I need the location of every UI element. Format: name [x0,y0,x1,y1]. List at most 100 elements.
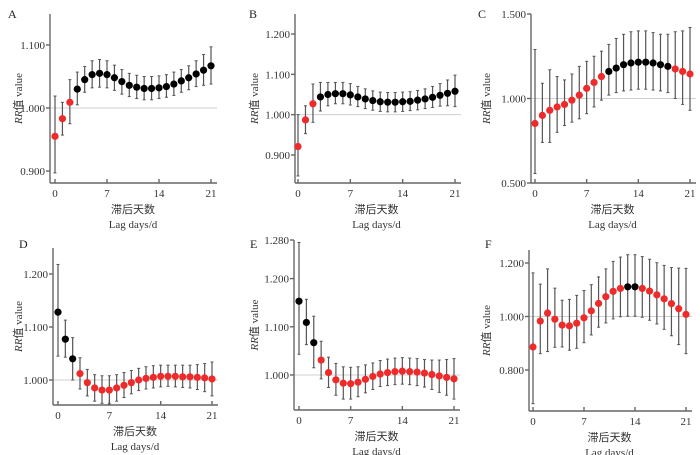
x-tick-label: 21 [450,188,461,200]
data-point [443,373,451,382]
y-tick-label: 1.100 [264,322,289,334]
x-tick-label: 14 [397,415,409,427]
data-point [590,78,598,87]
x-tick-label: 21 [449,415,460,427]
x-axis-label-cn: 滞后天数 [111,203,155,216]
x-axis-label-en: Lag days/d [109,219,158,231]
data-point [575,91,583,99]
data-point [531,119,539,128]
data-point [361,375,370,383]
y-tick-label: 1.200 [499,258,524,270]
data-point [656,61,665,69]
x-tick-label: 21 [685,188,696,200]
y-tick-label: 0.500 [501,178,526,190]
data-point [155,84,163,92]
y-tick-label: 1.100 [265,69,290,81]
data-point [645,287,654,295]
data-point [583,84,591,92]
panel-c: C 0.500 1.000 1.500 0 7 14 21 滞后天数 Lag days/d RR值 … [478,7,696,231]
data-point [76,370,84,378]
x-tick-label: 7 [104,188,110,200]
data-point [110,74,119,82]
data-point [609,287,617,295]
data-point [369,372,377,381]
data-point [675,305,683,313]
data-point [199,66,208,74]
data-point [551,315,559,323]
data-point [127,379,135,387]
data-point [309,100,317,108]
data-point [354,93,362,101]
y-tick-label: 1.000 [20,103,45,115]
y-axis-label: RR值 value [12,73,25,125]
data-point [69,355,77,363]
data-point [193,373,201,381]
data-point [653,291,661,299]
data-point [435,372,443,380]
data-point [529,343,537,351]
data-point [568,96,576,104]
data-point [125,81,133,89]
data-point [83,379,91,387]
y-tick-label: 1.200 [264,274,289,286]
data-point [546,106,554,114]
data-point [406,97,414,105]
data-point [361,95,369,103]
x-tick-label: 0 [52,188,58,200]
data-point [660,295,668,303]
data-point [638,284,646,293]
panel-letter: F [485,237,492,251]
data-point [140,84,148,93]
data-point [339,90,347,98]
data-point [81,76,89,84]
data-point [332,376,340,384]
data-point [560,100,569,109]
data-point [682,310,690,318]
x-tick-label: 7 [107,410,113,422]
x-tick-label: 0 [296,415,302,427]
x-tick-label: 7 [348,415,354,427]
y-tick-label: 1.000 [499,312,524,324]
data-point [201,374,209,382]
data-point [553,103,561,111]
data-point [354,378,362,386]
data-point [98,386,106,394]
panel-a: A 0.900 1.000 1.100 0 7 14 21 滞后天数 Lag days/d RR值 … [8,7,217,231]
data-point [602,293,610,301]
data-point [376,98,384,106]
x-axis-label-cn: 滞后天数 [588,431,632,444]
data-point [624,283,632,291]
x-tick-label: 7 [584,188,590,200]
y-tick-label: 1.200 [265,29,290,41]
panel-b: B 0.900 1.000 1.100 1.200 0 7 14 21 滞后天数 Lag days/… [248,7,461,231]
x-tick-label: 0 [55,410,61,422]
data-point [295,297,303,305]
data-point [142,374,150,383]
y-axis-label: RR值 value [480,305,493,357]
data-point [310,339,318,347]
data-point [120,381,128,389]
data-point [170,80,178,88]
data-point [428,93,437,101]
data-point [58,115,67,123]
data-point [149,373,157,381]
data-point [573,319,581,327]
panel-letter: E [250,237,257,251]
data-point [66,98,74,106]
data-point [177,77,185,85]
data-point [192,70,200,78]
data-point [208,375,216,383]
data-point [428,370,436,379]
y-axis-label: RR值 value [248,299,261,351]
data-point [399,98,407,106]
data-point [391,368,399,376]
data-point [383,368,392,377]
data-point [616,284,625,293]
data-point [91,384,99,392]
x-tick-label: 0 [530,416,536,428]
y-tick-label: 0.900 [20,166,45,178]
y-axis-label: RR值 value [480,73,493,125]
data-point [631,283,639,291]
x-tick-label: 14 [155,410,167,422]
data-point [587,307,595,315]
